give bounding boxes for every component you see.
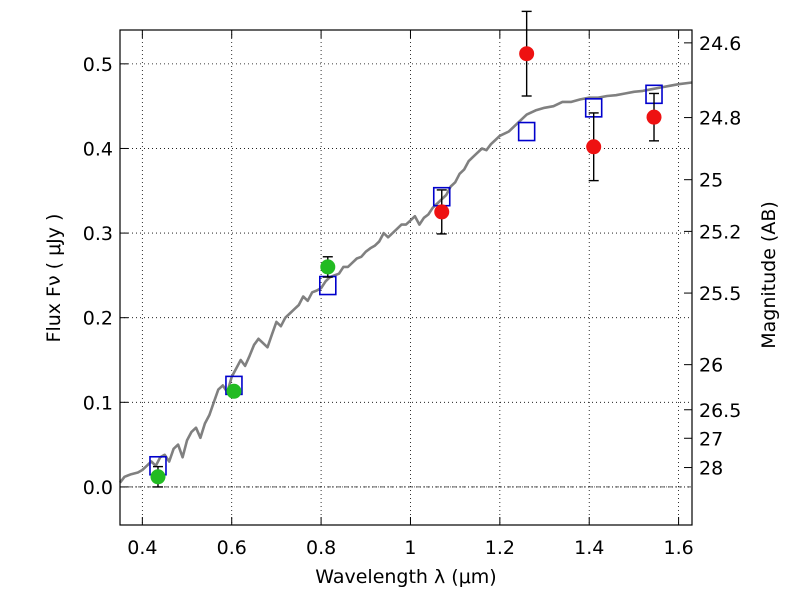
x-tick-label: 0.6 — [217, 537, 247, 559]
near-ir-photometry-point — [646, 109, 662, 125]
x-tick-label: 0.8 — [306, 537, 336, 559]
synthetic-photometry-point — [517, 121, 536, 142]
y-tick-label: 0.2 — [83, 308, 113, 330]
right-tick-label: 25.2 — [699, 221, 741, 243]
grid — [120, 30, 692, 525]
optical-photometry-point — [150, 469, 166, 485]
right-axis-title: Magnitude (AB) — [758, 201, 780, 349]
near-ir-photometry-point — [519, 46, 535, 62]
ticks: 0.4 0.6 0.8 1 1.2 1.4 1.6 0.0 0.1 0.2 0.3 0.4 0.5 24.… — [83, 30, 741, 559]
right-tick-label: 26.5 — [699, 400, 741, 422]
right-tick-label: 25.5 — [699, 283, 741, 305]
synthetic-photometry-layer — [149, 84, 663, 476]
x-tick-label: 1.4 — [574, 537, 604, 559]
right-tick-label: 25 — [699, 170, 723, 192]
right-tick-label: 27 — [699, 428, 723, 450]
near-ir-photometry-point — [586, 139, 602, 155]
y-axis-title: Flux Fν ( μJy ) — [43, 214, 65, 343]
right-tick-label: 24.8 — [699, 108, 741, 130]
y-tick-label: 0.5 — [83, 54, 113, 76]
model-spectrum-line — [118, 81, 693, 484]
plot-frame — [119, 29, 693, 526]
error-bar-layer — [152, 10, 660, 488]
y-tick-label: 0.3 — [83, 223, 113, 245]
x-axis-title: Wavelength λ (μm) — [315, 566, 496, 588]
y-tick-label: 0.4 — [83, 138, 113, 160]
optical-photometry-point — [320, 259, 336, 275]
right-tick-label: 26 — [699, 355, 723, 377]
right-tick-label: 28 — [699, 458, 723, 480]
model-spectrum-layer — [118, 81, 693, 484]
observed-photometry-layer — [150, 46, 662, 485]
x-tick-label: 1 — [404, 537, 416, 559]
optical-photometry-point — [226, 383, 242, 399]
x-tick-label: 1.6 — [663, 537, 693, 559]
near-ir-photometry-point — [434, 204, 450, 220]
x-tick-label: 0.4 — [127, 537, 157, 559]
right-tick-label: 24.6 — [699, 33, 741, 55]
x-tick-label: 1.2 — [485, 537, 515, 559]
y-tick-label: 0.0 — [83, 477, 113, 499]
y-tick-label: 0.1 — [83, 392, 113, 414]
